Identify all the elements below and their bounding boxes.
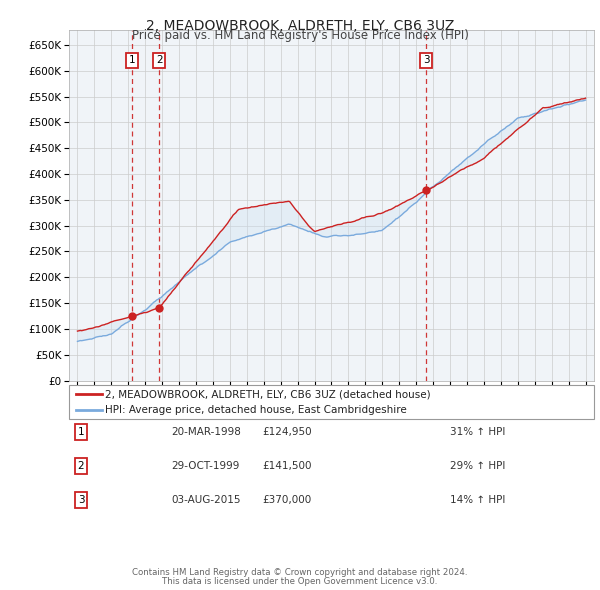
Text: HPI: Average price, detached house, East Cambridgeshire: HPI: Average price, detached house, East… [105, 405, 407, 415]
Text: 14% ↑ HPI: 14% ↑ HPI [450, 496, 505, 505]
Text: 03-AUG-2015: 03-AUG-2015 [171, 496, 241, 505]
Text: 2: 2 [77, 461, 85, 471]
Text: 20-MAR-1998: 20-MAR-1998 [171, 427, 241, 437]
Text: This data is licensed under the Open Government Licence v3.0.: This data is licensed under the Open Gov… [163, 577, 437, 586]
Text: Contains HM Land Registry data © Crown copyright and database right 2024.: Contains HM Land Registry data © Crown c… [132, 568, 468, 577]
Text: 3: 3 [422, 55, 430, 65]
Text: £370,000: £370,000 [263, 496, 312, 505]
Text: 3: 3 [77, 496, 85, 505]
Text: 1: 1 [128, 55, 135, 65]
Text: 29% ↑ HPI: 29% ↑ HPI [450, 461, 505, 471]
Text: 2, MEADOWBROOK, ALDRETH, ELY, CB6 3UZ (detached house): 2, MEADOWBROOK, ALDRETH, ELY, CB6 3UZ (d… [105, 389, 431, 399]
Text: 1: 1 [77, 427, 85, 437]
Text: £141,500: £141,500 [263, 461, 312, 471]
Text: 2: 2 [156, 55, 163, 65]
Text: 31% ↑ HPI: 31% ↑ HPI [450, 427, 505, 437]
Text: 29-OCT-1999: 29-OCT-1999 [171, 461, 239, 471]
Text: 2, MEADOWBROOK, ALDRETH, ELY, CB6 3UZ: 2, MEADOWBROOK, ALDRETH, ELY, CB6 3UZ [146, 19, 454, 33]
Text: £124,950: £124,950 [262, 427, 312, 437]
Text: Price paid vs. HM Land Registry's House Price Index (HPI): Price paid vs. HM Land Registry's House … [131, 30, 469, 42]
